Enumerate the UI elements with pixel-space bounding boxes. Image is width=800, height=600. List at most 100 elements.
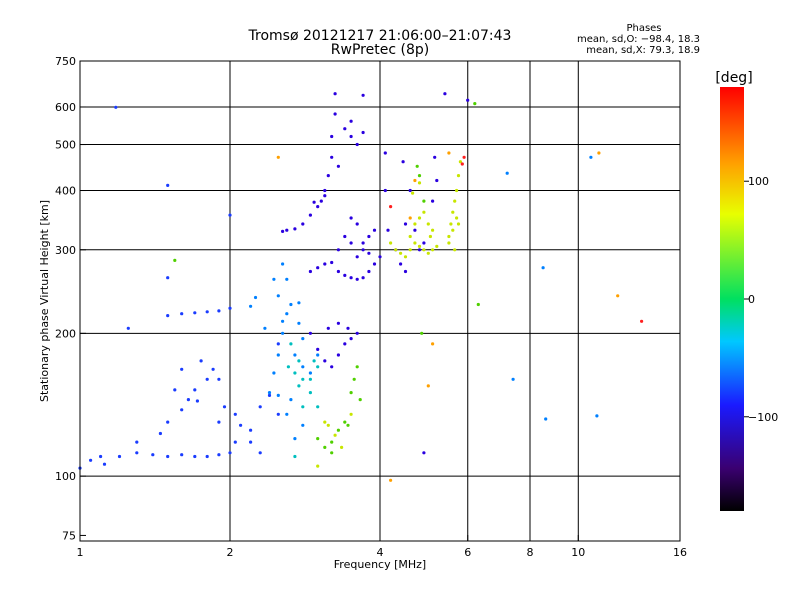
data-point <box>462 155 466 159</box>
data-point <box>316 437 320 441</box>
data-point <box>323 445 327 449</box>
data-point <box>323 188 327 193</box>
data-point <box>447 234 451 239</box>
data-point <box>233 412 237 416</box>
data-point <box>285 228 289 232</box>
data-point <box>323 262 327 266</box>
data-point <box>346 423 350 427</box>
data-point <box>276 294 280 298</box>
data-point <box>453 248 457 252</box>
data-point <box>428 234 432 239</box>
data-point <box>293 454 297 459</box>
data-point <box>352 377 356 381</box>
data-point <box>316 205 320 209</box>
data-point <box>272 371 276 375</box>
data-point <box>267 393 272 397</box>
data-point <box>285 312 289 316</box>
data-point <box>417 216 422 220</box>
data-point <box>297 359 301 363</box>
data-point <box>326 423 330 427</box>
y-axis-ticks: 75 100 200 300 400 500 600 750 <box>55 55 86 542</box>
data-point <box>343 420 347 424</box>
data-point <box>249 304 253 308</box>
data-point <box>343 127 347 131</box>
data-point <box>205 454 209 459</box>
data-point <box>312 200 316 204</box>
data-point <box>361 93 365 97</box>
data-point <box>217 309 221 313</box>
data-point <box>316 266 320 270</box>
data-point <box>326 174 330 178</box>
data-point <box>435 244 439 248</box>
data-point <box>166 276 170 280</box>
data-point <box>166 420 170 424</box>
x-tick-label: 4 <box>377 546 384 559</box>
colorbar-tick-label: −100 <box>748 411 778 424</box>
data-point <box>286 365 290 369</box>
data-point <box>453 199 457 203</box>
data-point <box>389 205 393 209</box>
data-point <box>361 276 365 280</box>
data-point <box>408 216 412 220</box>
data-point <box>456 174 461 178</box>
data-point <box>458 160 462 164</box>
data-point <box>135 451 139 455</box>
data-point <box>455 188 459 193</box>
data-point <box>316 405 320 409</box>
data-point <box>233 440 237 444</box>
data-point <box>399 262 403 266</box>
phases-x-stats: mean, sd,X: 79.3, 18.9 <box>586 45 700 56</box>
data-point <box>289 342 293 346</box>
x-tick-label: 16 <box>673 546 687 559</box>
data-point <box>451 228 455 232</box>
data-point <box>589 155 593 159</box>
data-point <box>333 433 337 437</box>
data-point <box>319 199 323 203</box>
data-point <box>217 453 221 457</box>
data-point <box>308 213 312 217</box>
data-point <box>193 311 197 315</box>
y-tick-label: 300 <box>55 244 76 257</box>
data-point <box>473 102 477 106</box>
data-point <box>349 412 353 416</box>
data-point <box>422 451 426 455</box>
data-point <box>249 440 253 444</box>
data-point <box>173 258 177 262</box>
data-point <box>102 462 107 466</box>
data-point <box>349 241 353 245</box>
chart-subtitle: RwPretec (8p) <box>331 42 429 58</box>
data-point <box>330 365 334 369</box>
data-point <box>361 130 365 135</box>
y-tick-label: 100 <box>55 470 76 483</box>
data-point <box>455 216 459 220</box>
data-point <box>367 269 371 274</box>
data-point <box>355 277 359 281</box>
phases-o-stats: mean, sd,O: −98.4, 18.3 <box>577 34 700 45</box>
data-point <box>336 164 340 168</box>
data-point <box>301 337 305 341</box>
data-point <box>99 454 103 459</box>
data-point <box>403 269 408 274</box>
y-tick-label: 600 <box>55 101 76 114</box>
data-point <box>330 134 334 139</box>
data-point <box>349 216 353 220</box>
data-point <box>403 222 408 226</box>
y-tick-label: 75 <box>62 529 76 542</box>
data-point <box>505 171 509 175</box>
x-tick-label: 6 <box>464 546 471 559</box>
data-point <box>383 188 387 193</box>
data-point <box>330 451 334 455</box>
phases-heading: Phases <box>626 23 661 34</box>
data-point <box>180 408 184 412</box>
data-point <box>408 234 412 239</box>
x-tick-label: 8 <box>527 546 534 559</box>
data-point <box>511 377 515 381</box>
colorbar-label: [deg] <box>715 70 752 86</box>
data-point <box>258 451 262 455</box>
data-point <box>276 353 280 357</box>
data-point <box>135 440 139 444</box>
data-point <box>205 377 209 381</box>
data-point <box>326 326 330 330</box>
x-tick-label: 1 <box>77 546 84 559</box>
data-point <box>386 228 390 232</box>
